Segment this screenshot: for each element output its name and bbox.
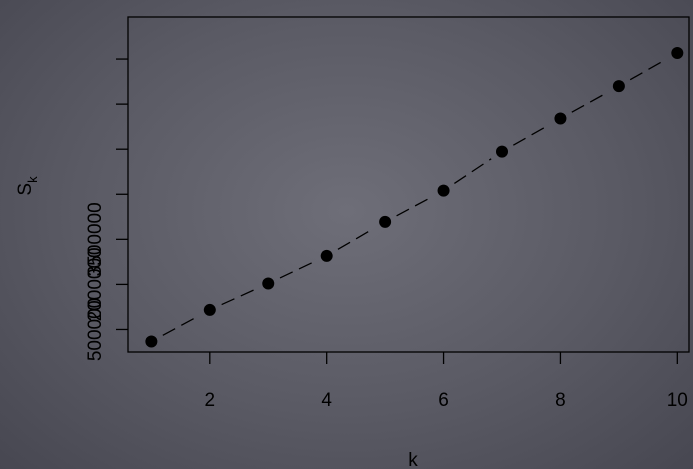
x-axis: 2 4 6 8 10: [205, 352, 688, 411]
series-segment: [162, 315, 199, 336]
plot-frame: [127, 16, 690, 353]
series-segment: [629, 58, 667, 81]
y-tick-label: 500000: [85, 298, 106, 361]
y-tick-label: 2000000: [85, 247, 106, 321]
series-segment: [396, 196, 433, 217]
data-point: [320, 249, 333, 262]
series-points: [145, 47, 684, 348]
x-tick-label: 10: [667, 390, 688, 411]
data-point: [203, 303, 216, 316]
data-point: [612, 80, 625, 93]
data-point: [496, 145, 508, 158]
x-tick-label: 6: [438, 390, 449, 411]
data-point: [145, 335, 158, 348]
series-segment: [221, 288, 257, 306]
x-tick-label: 4: [321, 390, 332, 411]
series-segment: [279, 260, 316, 279]
data-point: [437, 184, 450, 197]
y-axis-title-main: S: [15, 183, 36, 196]
series-line: [162, 58, 667, 336]
series-segment: [454, 158, 492, 184]
x-tick-label: 8: [555, 390, 566, 411]
plot-box: [127, 16, 690, 353]
x-tick-label: 2: [205, 390, 216, 411]
data-point: [554, 112, 567, 125]
data-point: [379, 215, 392, 228]
series-segment: [512, 124, 550, 146]
data-point: [671, 47, 684, 60]
x-axis-title: k: [408, 450, 418, 469]
y-axis-title-subscript: k: [25, 176, 40, 183]
y-axis-title: Sk: [15, 176, 40, 196]
data-point: [262, 277, 275, 290]
series-segment: [337, 227, 375, 250]
y-tick-label: 3500000: [85, 202, 106, 276]
series-segment: [571, 91, 608, 113]
